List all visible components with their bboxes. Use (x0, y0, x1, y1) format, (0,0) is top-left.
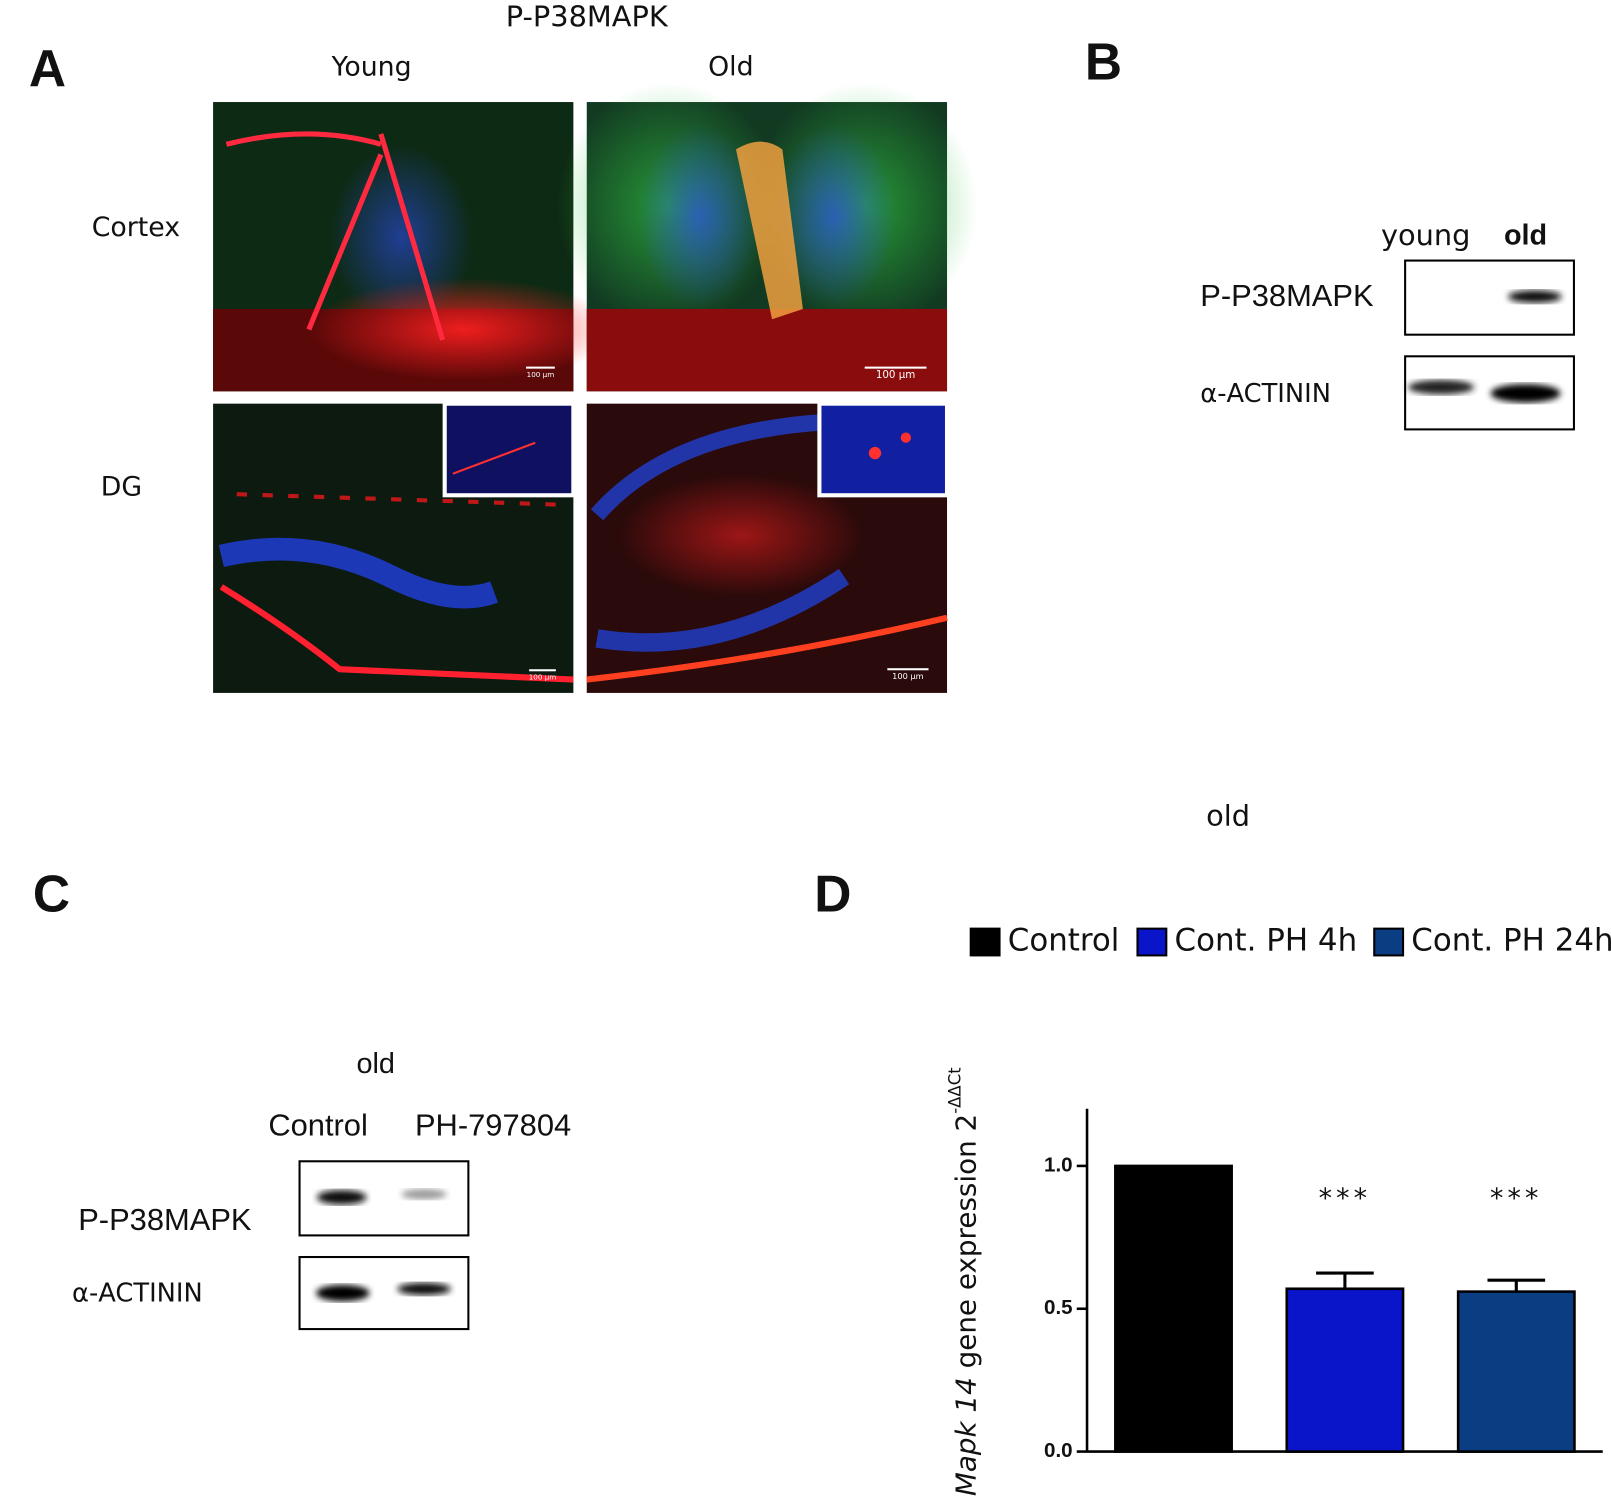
column-label: Young (331, 52, 412, 83)
bar (1114, 1164, 1233, 1453)
lane-label: young (1381, 218, 1471, 252)
note: old (1206, 798, 1250, 832)
legend-swatch (969, 927, 1001, 957)
legend-label: Cont. PH 4h (1175, 923, 1358, 959)
legend-swatch (1373, 927, 1405, 957)
row-label: Cortex (92, 212, 180, 243)
blot-label: P-P38MAPK (78, 1202, 252, 1237)
row-label: DG (101, 472, 142, 503)
panel-letter: B (1085, 33, 1122, 91)
y-tick-label: 0.5 (1044, 1296, 1073, 1319)
y-tick-label: 1.0 (1044, 1153, 1073, 1176)
group-label: old (357, 1048, 395, 1080)
lane-label: Control (268, 1107, 368, 1142)
micrograph: 100 µm (555, 82, 978, 392)
micrograph: 100 µm (213, 102, 618, 392)
y-axis-label-text: gene expression 2 (950, 1114, 983, 1377)
significance: *** (1490, 1183, 1542, 1214)
y-axis-label-italic: Mapk 14 (950, 1377, 983, 1496)
micrograph: 100 µm (586, 401, 950, 693)
legend-label: Control (1008, 923, 1120, 959)
scale-bar-label: 100 µm (527, 370, 555, 379)
scale-bar-label: 100 µm (892, 671, 924, 681)
western-blot (1404, 259, 1575, 431)
micrograph: 100 µm (213, 401, 576, 693)
significance: *** (1319, 1183, 1371, 1214)
blot-label: α-ACTININ (1200, 379, 1331, 409)
lane-label: PH-797804 (415, 1107, 571, 1142)
blot-label: α-ACTININ (72, 1279, 203, 1309)
panel-letter: D (814, 864, 851, 922)
error-bar (1487, 1278, 1546, 1292)
lane-label: old (1504, 220, 1547, 252)
legend-label: Cont. PH 24h (1411, 923, 1611, 959)
panel-title: P-P38MAPK (506, 0, 669, 34)
bar (1285, 1287, 1405, 1453)
western-blot (298, 1160, 470, 1331)
legend-swatch (1136, 927, 1168, 957)
scale-bar-label: 100 µm (876, 369, 915, 381)
panel-letter: A (29, 39, 66, 97)
bar (1456, 1290, 1576, 1453)
y-axis-label: Mapk 14 gene expression 2-ΔΔCt (945, 1067, 983, 1496)
panel-letter: C (33, 864, 70, 922)
y-tick-label: 0.0 (1044, 1439, 1073, 1462)
error-bar (1316, 1271, 1374, 1289)
column-label: Old (708, 52, 753, 83)
y-axis-label-superscript: -ΔΔCt (945, 1067, 964, 1114)
scale-bar-label: 100 µm (529, 672, 557, 681)
blot-label: P-P38MAPK (1200, 278, 1374, 313)
